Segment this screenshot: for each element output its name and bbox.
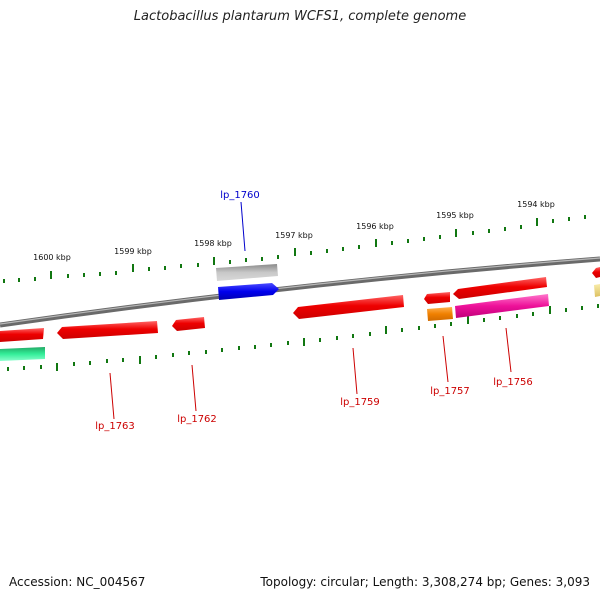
scale-label-1594: 1594 kbp	[517, 200, 555, 209]
gene-label-lp-1762[interactable]: lp_1762	[177, 414, 217, 425]
gene-reverse-red-1[interactable]	[424, 292, 450, 304]
gene-left-edge-teal[interactable]	[0, 347, 45, 361]
gene-lp-1756[interactable]	[455, 294, 549, 318]
leader-lp-1757	[442, 335, 449, 383]
outer-tick-ring	[3, 215, 586, 283]
gene-lp-1759[interactable]	[293, 295, 404, 319]
gene-lp-1762[interactable]	[172, 317, 205, 331]
leader-lp-1756	[505, 327, 512, 373]
gene-label-lp-1760[interactable]: lp_1760	[220, 190, 260, 201]
gene-label-lp-1763[interactable]: lp_1763	[95, 421, 135, 432]
scale-label-1595: 1595 kbp	[436, 211, 474, 220]
leader-lp-1763	[109, 372, 115, 420]
leader-lp-1760	[240, 201, 246, 252]
genome-backbone	[0, 256, 600, 328]
scale-label-1600: 1600 kbp	[33, 253, 71, 262]
gene-reverse-red-edge[interactable]	[592, 267, 600, 278]
leader-lp-1762	[191, 364, 197, 412]
leader-lp-1759	[352, 347, 358, 395]
accession-text: Accession: NC_004567	[9, 575, 146, 589]
scale-label-1597: 1597 kbp	[275, 231, 313, 240]
gene-lp-1760-gray[interactable]	[216, 264, 278, 281]
gene-reverse-red-2[interactable]	[453, 277, 547, 299]
scale-label-1598: 1598 kbp	[194, 239, 232, 248]
gene-lp-1757[interactable]	[427, 307, 453, 321]
inner-tick-ring	[7, 304, 599, 371]
map-title: Lactobacillus plantarum WCFS1, complete …	[133, 9, 467, 24]
genome-backbone-highlight	[0, 257, 600, 325]
gene-lp-1760[interactable]	[218, 283, 279, 300]
scale-label-1599: 1599 kbp	[114, 247, 152, 256]
gene-left-edge-red[interactable]	[0, 328, 44, 342]
gene-right-edge-yellow[interactable]	[594, 284, 600, 297]
genome-summary-text: Topology: circular; Length: 3,308,274 bp…	[260, 575, 590, 589]
scale-label-1596: 1596 kbp	[356, 222, 394, 231]
gene-label-lp-1759[interactable]: lp_1759	[340, 397, 380, 408]
gene-lp-1763[interactable]	[57, 321, 158, 339]
gene-label-lp-1757[interactable]: lp_1757	[430, 386, 470, 397]
gene-label-lp-1756[interactable]: lp_1756	[493, 377, 533, 388]
